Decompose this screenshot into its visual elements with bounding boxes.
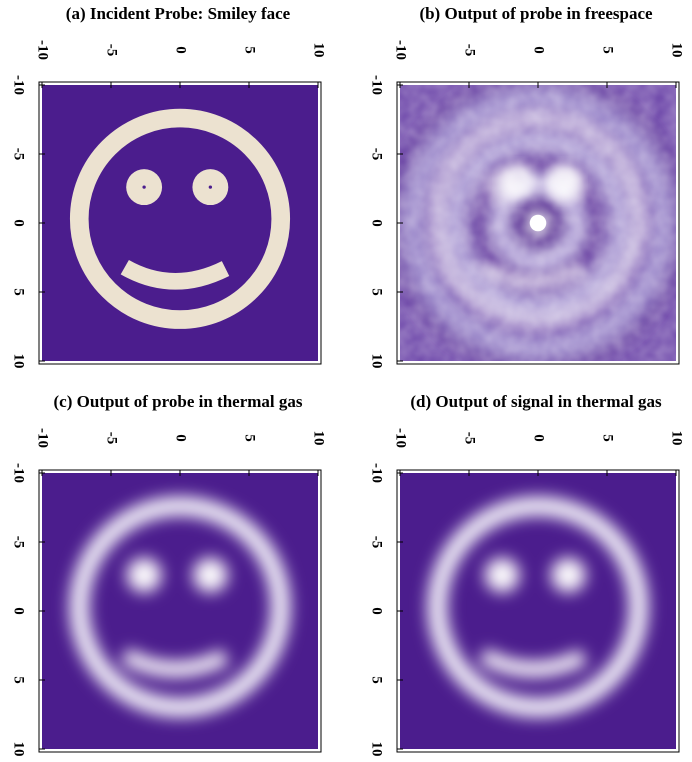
- y-tick-label: -10: [369, 463, 385, 483]
- x-tick-label: -10: [393, 40, 409, 60]
- x-tick-label: 5: [242, 434, 258, 442]
- y-tick-label: 10: [11, 354, 27, 369]
- x-tick-label: -10: [393, 428, 409, 448]
- x-tick-label: -5: [104, 432, 120, 445]
- x-tick-label: 10: [311, 431, 327, 446]
- y-tick-label: 10: [369, 742, 385, 757]
- y-tick-label: -5: [11, 536, 27, 549]
- y-tick-label: -5: [369, 536, 385, 549]
- y-tick-label: -5: [369, 148, 385, 161]
- y-tick-label: 10: [11, 742, 27, 757]
- x-tick-label: 5: [600, 46, 616, 54]
- x-tick-label: 0: [531, 46, 547, 54]
- x-tick-label: 10: [311, 43, 327, 58]
- panel-title: (d) Output of signal in thermal gas: [410, 392, 662, 411]
- x-tick-label: -5: [462, 44, 478, 57]
- panel-title: (a) Incident Probe: Smiley face: [66, 4, 291, 23]
- x-tick-label: -10: [35, 40, 51, 60]
- panel-title: (b) Output of probe in freespace: [419, 4, 653, 23]
- y-tick-label: 10: [369, 354, 385, 369]
- y-tick-label: -10: [11, 75, 27, 95]
- x-tick-label: -5: [462, 432, 478, 445]
- x-tick-label: 0: [173, 434, 189, 442]
- y-tick-label: 0: [369, 607, 385, 615]
- y-tick-label: 5: [369, 288, 385, 296]
- y-tick-label: 0: [11, 219, 27, 227]
- x-tick-label: 0: [173, 46, 189, 54]
- y-tick-label: 5: [369, 676, 385, 684]
- heatmap-image: [400, 473, 676, 749]
- x-tick-label: 5: [242, 46, 258, 54]
- y-tick-label: 5: [11, 676, 27, 684]
- heatmap-image: [386, 71, 690, 375]
- y-tick-label: 5: [11, 288, 27, 296]
- x-tick-label: -5: [104, 44, 120, 57]
- y-tick-label: -5: [11, 148, 27, 161]
- x-tick-label: 5: [600, 434, 616, 442]
- x-tick-label: 10: [669, 431, 685, 446]
- y-tick-label: -10: [369, 75, 385, 95]
- y-tick-label: -10: [11, 463, 27, 483]
- panel-title: (c) Output of probe in thermal gas: [53, 392, 302, 411]
- heatmap-image: [42, 473, 318, 749]
- heatmap-image: [42, 85, 318, 361]
- x-tick-label: 0: [531, 434, 547, 442]
- y-tick-label: 0: [369, 219, 385, 227]
- x-tick-label: -10: [35, 428, 51, 448]
- x-tick-label: 10: [669, 43, 685, 58]
- y-tick-label: 0: [11, 607, 27, 615]
- figure: (a) Incident Probe: Smiley face -10 -5 0 5 10…: [0, 0, 692, 762]
